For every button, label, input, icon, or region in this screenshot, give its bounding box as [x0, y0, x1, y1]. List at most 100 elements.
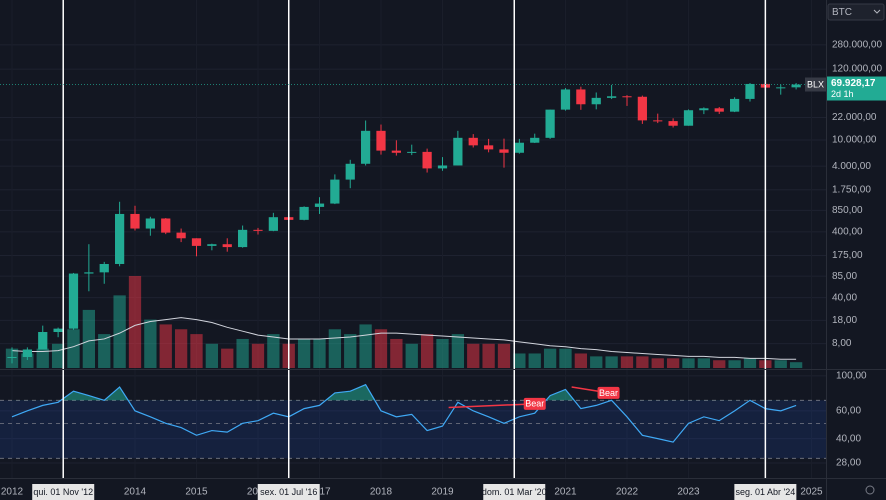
candle-body: [68, 273, 79, 329]
volume-bar: [359, 324, 372, 368]
y-tick-label: 18,00: [832, 315, 857, 326]
candle-body: [7, 356, 17, 358]
volume-bar: [420, 334, 434, 368]
x-tick-label: 2019: [431, 487, 454, 498]
y-tick-label: 280.000,00: [832, 40, 882, 51]
volume-bar: [528, 353, 541, 368]
candle-body: [560, 89, 571, 110]
candle-body: [776, 87, 786, 89]
volume-bar: [682, 358, 695, 368]
crosshair-label: seg. 01 Abr '24: [735, 487, 795, 497]
candle-body: [130, 213, 140, 229]
volume-bar: [313, 338, 326, 368]
rsi-tick-label: 100,00: [836, 371, 867, 382]
x-tick-label: 2022: [616, 487, 639, 498]
candle-body: [591, 97, 601, 105]
volume-bar: [267, 334, 280, 368]
crosshair-label: sex. 01 Jul '16: [260, 487, 317, 497]
candle-body: [530, 137, 540, 143]
y-tick-label: 10.000,00: [832, 135, 877, 146]
candle-body: [453, 137, 463, 166]
last-price-name: BLX: [807, 79, 824, 89]
volume-bar: [574, 353, 588, 368]
y-tick-label: 40,00: [832, 292, 857, 303]
annotation-box: [597, 386, 620, 399]
volume-bar: [543, 348, 557, 368]
volume-bar: [605, 356, 618, 368]
symbol-select[interactable]: [827, 3, 885, 21]
volume-bar: [620, 356, 634, 368]
candle-body: [499, 149, 509, 153]
candle-body: [622, 96, 632, 98]
candle-body: [668, 121, 678, 126]
candle-body: [299, 206, 309, 220]
candle-body: [176, 232, 186, 239]
volume-bar: [789, 362, 803, 368]
candle-body: [745, 83, 755, 99]
candle-body: [345, 163, 355, 180]
candle-body: [376, 130, 386, 151]
candle-body: [161, 218, 171, 233]
y-tick-label: 1.750,00: [832, 184, 871, 195]
candle-body: [115, 213, 125, 264]
volume-bar: [651, 358, 664, 368]
symbol[interactable]: BTC: [832, 7, 852, 18]
volume-bar: [590, 356, 603, 368]
candle-body: [391, 150, 401, 153]
y-tick-label: 850,00: [832, 205, 863, 216]
y-tick-label: 8,00: [832, 338, 852, 349]
volume-bar: [174, 329, 188, 368]
volume-bar: [513, 353, 526, 368]
volume-bar: [144, 319, 157, 368]
volume-bar: [190, 334, 203, 368]
candle-body: [699, 108, 709, 111]
rsi-line: [11, 383, 797, 443]
candle-body: [253, 229, 263, 231]
settings-icon[interactable]: [865, 485, 875, 495]
x-tick-label: 2014: [124, 487, 147, 498]
volume-ma: [11, 317, 797, 360]
volume-bar: [374, 329, 388, 368]
last-price-label: 69.928,17: [831, 78, 876, 89]
volume-bar: [743, 358, 757, 368]
volume-bar: [436, 338, 449, 368]
candle-body: [422, 151, 432, 169]
crosshair-label-bg: [734, 484, 797, 500]
volume-bar: [344, 334, 357, 368]
volume-bar: [251, 343, 265, 368]
y-tick-label: 400,00: [832, 227, 863, 238]
candle-body: [22, 349, 32, 357]
candle-body: [53, 328, 63, 333]
countdown: 2d 1h: [831, 89, 854, 99]
volume-bar: [713, 360, 726, 368]
candle-body: [38, 332, 48, 350]
candle-body: [407, 151, 417, 153]
x-tick-label: 2025: [800, 487, 823, 498]
candle-body: [484, 145, 494, 150]
rsi-band: [0, 400, 826, 459]
volume-bar: [236, 338, 249, 368]
volume-bar: [297, 338, 311, 368]
candle-body: [637, 96, 647, 121]
volume-bar: [36, 348, 49, 368]
volume-bar: [774, 360, 787, 368]
candle-body: [330, 179, 340, 204]
candle-body: [84, 272, 94, 274]
crosshair-label: dom. 01 Mar '20: [482, 487, 547, 497]
candle-body: [714, 108, 724, 112]
candle-body: [207, 244, 217, 246]
volume-bar: [482, 343, 495, 368]
candle-body: [653, 120, 663, 122]
y-tick-label: 4.000,00: [832, 161, 871, 172]
candle-body: [99, 263, 109, 273]
volume-bar: [559, 348, 572, 368]
annotation-label: Bear: [599, 388, 618, 398]
last-price-bg: [827, 76, 886, 101]
y-tick-label: 85,00: [832, 271, 857, 282]
volume-bar: [205, 343, 219, 368]
volume-bar: [98, 334, 111, 368]
candle-body: [468, 137, 478, 146]
x-tick-label: 2018: [370, 487, 393, 498]
volume-bar: [390, 338, 403, 368]
